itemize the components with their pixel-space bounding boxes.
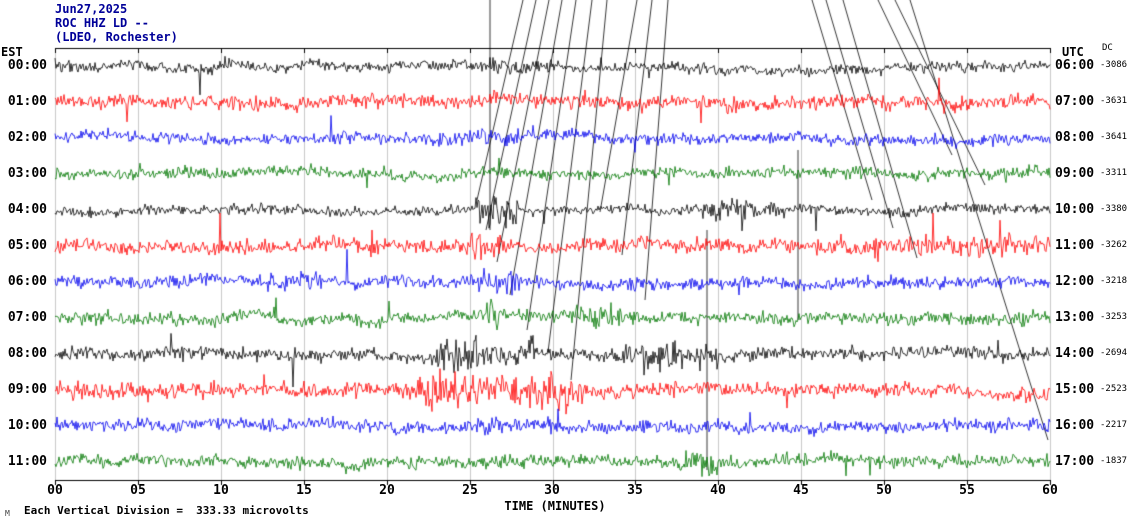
header-date: Jun27,2025 bbox=[55, 2, 128, 16]
x-tick-label: 50 bbox=[876, 483, 892, 498]
est-time-label: 05:00 bbox=[7, 238, 47, 253]
dc-value: -3311 bbox=[1100, 168, 1128, 178]
utc-time-label: 08:00 bbox=[1055, 130, 1095, 145]
utc-time-label: 14:00 bbox=[1055, 346, 1095, 361]
header-station: ROC HHZ LD -- bbox=[55, 16, 149, 30]
utc-time-label: 06:00 bbox=[1055, 58, 1095, 73]
x-tick-label: 30 bbox=[544, 483, 560, 498]
x-tick-label: 60 bbox=[1042, 483, 1058, 498]
dc-value: -2217 bbox=[1100, 420, 1128, 430]
est-time-label: 03:00 bbox=[7, 166, 47, 181]
utc-time-label: 13:00 bbox=[1055, 310, 1095, 325]
x-tick-label: 25 bbox=[462, 483, 478, 498]
utc-time-label: 17:00 bbox=[1055, 454, 1095, 469]
x-tick-label: 00 bbox=[47, 483, 63, 498]
est-time-label: 00:00 bbox=[7, 58, 47, 73]
x-tick-label: 35 bbox=[627, 483, 643, 498]
utc-time-label: 16:00 bbox=[1055, 418, 1095, 433]
scale-mark: M bbox=[5, 509, 10, 518]
dc-value: -3086 bbox=[1100, 60, 1128, 70]
x-tick-label: 10 bbox=[213, 483, 229, 498]
left-timezone-label: EST bbox=[1, 45, 23, 59]
dc-value: -3253 bbox=[1100, 312, 1128, 322]
dc-value: -2694 bbox=[1100, 348, 1128, 358]
est-time-label: 07:00 bbox=[7, 310, 47, 325]
est-time-label: 01:00 bbox=[7, 94, 47, 109]
x-tick-label: 40 bbox=[710, 483, 726, 498]
est-time-label: 11:00 bbox=[7, 454, 47, 469]
est-time-label: 04:00 bbox=[7, 202, 47, 217]
scale-note: Each Vertical Division = 333.33 microvol… bbox=[24, 504, 309, 517]
utc-time-label: 12:00 bbox=[1055, 274, 1095, 289]
est-time-label: 02:00 bbox=[7, 130, 47, 145]
dc-column-label: DC bbox=[1102, 43, 1113, 53]
est-time-label: 08:00 bbox=[7, 346, 47, 361]
right-timezone-label: UTC bbox=[1062, 45, 1084, 59]
est-time-label: 09:00 bbox=[7, 382, 47, 397]
dc-value: -3641 bbox=[1100, 132, 1128, 142]
dc-value: -1837 bbox=[1100, 456, 1128, 466]
dc-value: -2523 bbox=[1100, 384, 1128, 394]
x-tick-label: 05 bbox=[130, 483, 146, 498]
utc-time-label: 07:00 bbox=[1055, 94, 1095, 109]
header-network: (LDEO, Rochester) bbox=[55, 30, 178, 44]
utc-time-label: 10:00 bbox=[1055, 202, 1095, 217]
utc-time-label: 09:00 bbox=[1055, 166, 1095, 181]
x-tick-label: 45 bbox=[793, 483, 809, 498]
x-tick-label: 20 bbox=[379, 483, 395, 498]
utc-time-label: 11:00 bbox=[1055, 238, 1095, 253]
utc-time-label: 15:00 bbox=[1055, 382, 1095, 397]
dc-value: -3218 bbox=[1100, 276, 1128, 286]
x-tick-label: 15 bbox=[296, 483, 312, 498]
est-time-label: 10:00 bbox=[7, 418, 47, 433]
x-axis-title: TIME (MINUTES) bbox=[504, 499, 606, 513]
dc-value: -3631 bbox=[1100, 96, 1128, 106]
x-tick-label: 55 bbox=[959, 483, 975, 498]
dc-value: -3262 bbox=[1100, 240, 1128, 250]
est-time-label: 06:00 bbox=[7, 274, 47, 289]
dc-value: -3380 bbox=[1100, 204, 1128, 214]
